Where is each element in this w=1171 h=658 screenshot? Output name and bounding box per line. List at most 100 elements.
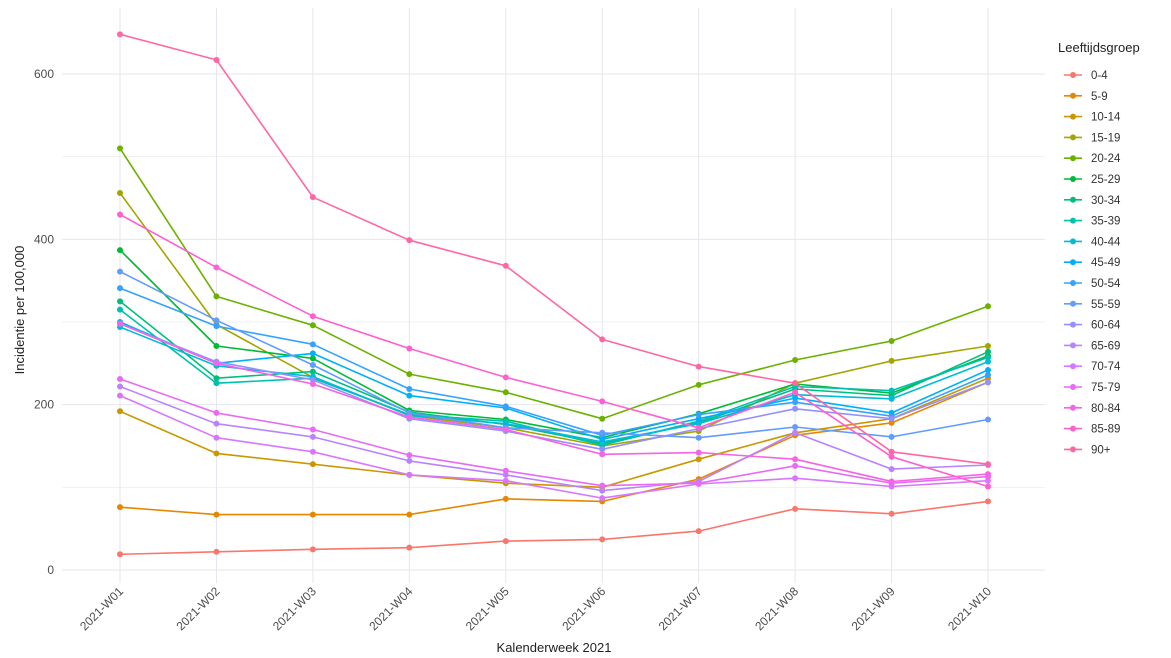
data-point xyxy=(985,416,991,423)
data-point xyxy=(985,303,991,310)
data-point xyxy=(117,31,123,38)
data-point xyxy=(888,395,895,402)
data-point xyxy=(599,446,606,453)
series-85-89 xyxy=(117,211,991,490)
data-point xyxy=(117,268,123,275)
legend-key-point xyxy=(1070,238,1076,245)
series-15-19 xyxy=(117,190,991,449)
legend-item: 25-29 xyxy=(1064,174,1120,186)
legend-label: 85-89 xyxy=(1091,424,1120,436)
data-point xyxy=(406,414,413,421)
series-line xyxy=(119,394,989,499)
data-point xyxy=(502,374,509,381)
data-point xyxy=(309,546,316,553)
legend-label: 80-84 xyxy=(1091,403,1121,415)
data-point xyxy=(213,56,220,63)
series-55-59 xyxy=(117,268,991,441)
data-point xyxy=(502,495,509,502)
data-point xyxy=(117,298,123,305)
data-point xyxy=(213,342,220,349)
data-point xyxy=(502,467,509,474)
data-point xyxy=(502,403,509,410)
data-point xyxy=(406,452,413,459)
series-line xyxy=(119,322,989,483)
data-point xyxy=(985,379,991,386)
legend-item: 85-89 xyxy=(1064,424,1120,436)
data-point xyxy=(213,264,220,271)
data-point xyxy=(502,426,509,433)
data-point xyxy=(792,456,799,463)
legend-item: 10-14 xyxy=(1064,112,1121,124)
data-point xyxy=(309,350,316,357)
legend-key-point xyxy=(1070,300,1076,307)
series-20-24 xyxy=(117,145,991,422)
legend-key-point xyxy=(1070,113,1076,120)
data-point xyxy=(117,190,123,197)
y-axis-title: Incidentie per 100,000 xyxy=(12,246,27,375)
grid xyxy=(62,8,1045,583)
data-point xyxy=(213,360,220,367)
data-point xyxy=(309,313,316,320)
legend-item: 40-44 xyxy=(1064,236,1121,248)
data-point xyxy=(792,380,799,387)
data-point xyxy=(888,478,895,485)
series-70-74 xyxy=(117,392,991,502)
series-0-4 xyxy=(117,498,991,558)
data-point xyxy=(309,361,316,368)
legend-item: 0-4 xyxy=(1064,70,1108,82)
legend-item: 45-49 xyxy=(1064,257,1120,269)
series-line xyxy=(119,147,989,420)
data-point xyxy=(888,433,895,440)
series-line xyxy=(119,213,989,488)
data-point xyxy=(502,420,509,427)
series-5-9 xyxy=(117,379,991,518)
data-point xyxy=(695,434,702,441)
legend-label: 5-9 xyxy=(1091,91,1108,103)
legend-item: 5-9 xyxy=(1064,91,1108,103)
data-point xyxy=(985,461,991,468)
data-point xyxy=(309,461,316,468)
data-point xyxy=(406,385,413,392)
legend-key-point xyxy=(1070,92,1076,99)
data-point xyxy=(695,411,702,418)
legend-label: 40-44 xyxy=(1091,236,1121,248)
data-point xyxy=(599,487,606,494)
legend-key-point xyxy=(1070,134,1076,141)
legend-key-point xyxy=(1070,176,1076,182)
data-point xyxy=(309,355,316,362)
legend-item: 70-74 xyxy=(1064,361,1121,373)
x-tick-label: 2021-W08 xyxy=(752,584,801,633)
data-point xyxy=(695,424,702,431)
legend-item: 55-59 xyxy=(1064,299,1120,311)
data-point xyxy=(117,504,123,511)
legend-key-point xyxy=(1070,155,1076,162)
data-point xyxy=(695,420,702,427)
legend-label: 35-39 xyxy=(1091,216,1120,228)
legend-item: 15-19 xyxy=(1064,132,1120,144)
legend-item: 50-54 xyxy=(1064,278,1121,290)
x-tick-label: 2021-W01 xyxy=(77,584,126,633)
series-line xyxy=(119,500,989,556)
data-point xyxy=(406,544,413,551)
legend-label: 65-69 xyxy=(1091,340,1120,352)
data-point xyxy=(695,480,702,487)
legend-label: 75-79 xyxy=(1091,382,1120,394)
legend-label: 55-59 xyxy=(1091,299,1120,311)
data-point xyxy=(309,368,316,375)
legend-item: 30-34 xyxy=(1064,195,1121,207)
series-80-84 xyxy=(117,320,991,485)
legend-item: 90+ xyxy=(1064,444,1111,456)
x-tick-label: 2021-W03 xyxy=(270,584,319,633)
legend-key-point xyxy=(1070,425,1076,432)
data-point xyxy=(792,399,799,406)
data-point xyxy=(213,380,220,387)
data-point xyxy=(695,449,702,456)
data-point xyxy=(502,389,509,396)
data-point xyxy=(502,471,509,478)
legend-key-point xyxy=(1070,217,1076,224)
legend-item: 75-79 xyxy=(1064,382,1120,394)
data-point xyxy=(213,450,220,457)
series-line xyxy=(119,321,989,441)
data-point xyxy=(117,408,123,415)
